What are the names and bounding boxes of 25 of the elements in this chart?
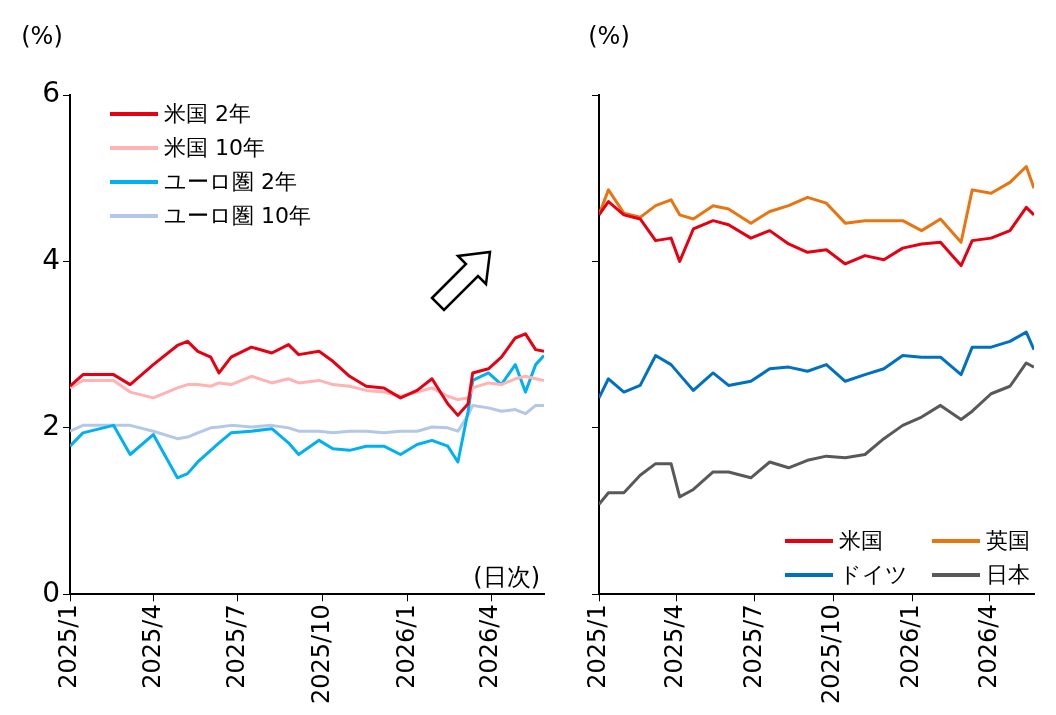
x-tick-label: 2026/4	[973, 604, 1002, 689]
legend-label: 米国 2年	[164, 100, 251, 128]
legend-label: ユーロ圏 10年	[164, 202, 311, 230]
x-tick-label: 2025/4	[137, 604, 166, 689]
x-tick-label: 2026/1	[896, 604, 925, 689]
y-axis-title: (%)	[588, 22, 630, 51]
x-tick-label: 2025/10	[306, 604, 335, 704]
x-tick-label: 2026/4	[475, 604, 504, 689]
annotation: (日次)	[473, 562, 540, 591]
y-tick-label: 6	[42, 76, 60, 110]
legend-label: 日本	[986, 561, 1030, 590]
x-tick-label: 2025/1	[583, 604, 612, 689]
legend-label: ドイツ	[839, 561, 908, 590]
legend-label: ユーロ圏 2年	[164, 168, 297, 196]
x-tick-label: 2025/7	[738, 604, 767, 689]
x-tick-label: 2025/4	[660, 604, 689, 689]
y-axis-title: (%)	[21, 22, 63, 51]
legend-label: 米国	[839, 527, 883, 556]
legend-label: 英国	[986, 527, 1030, 556]
x-tick-label: 2026/1	[392, 604, 421, 689]
y-tick-label: 2	[42, 409, 60, 443]
legend-label: 米国 10年	[164, 134, 265, 162]
x-tick-label: 2025/7	[221, 604, 250, 689]
x-tick-label: 2025/10	[817, 604, 846, 704]
y-tick-label: 4	[42, 242, 60, 276]
